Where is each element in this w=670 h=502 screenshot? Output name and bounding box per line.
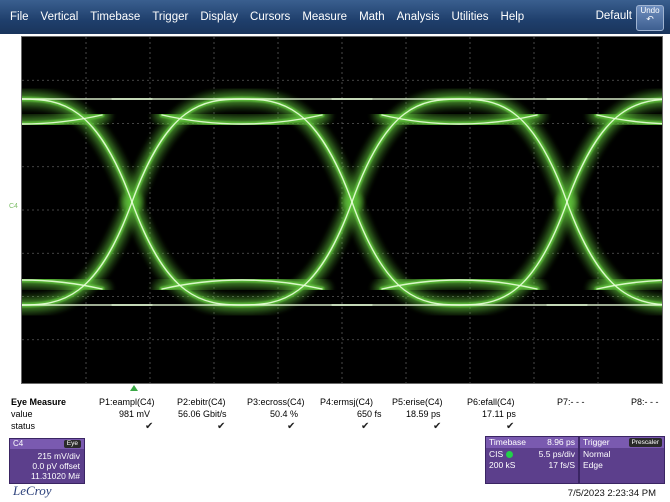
param-p1-value: 981 mV	[119, 409, 151, 419]
channel-count: 11.31020 M#	[31, 471, 80, 481]
param-p6-name[interactable]: P6:efall(C4)	[467, 397, 515, 407]
timebase-samples: 200 kS	[489, 460, 516, 470]
menu-cursors[interactable]: Cursors	[250, 11, 291, 23]
menu-file[interactable]: File	[10, 11, 29, 23]
status-p6-check-icon: ✔	[506, 421, 515, 432]
channel-header	[10, 439, 84, 449]
trigger-position-icon	[130, 385, 138, 391]
eye-trace-segment	[161, 114, 323, 125]
channel-name: C4	[13, 439, 24, 448]
timebase-descriptor-box[interactable]: Timebase 8.96 ps CIS 5.5 ps/div 200 kS 1…	[485, 436, 579, 484]
status-p1-check-icon: ✔	[145, 421, 154, 432]
trigger-title: Trigger	[583, 437, 610, 447]
param-p3-value: 50.4 %	[270, 409, 299, 419]
eye-trace-segment	[381, 114, 538, 125]
trigger-mode: Normal	[583, 449, 611, 459]
prescaler-badge: Prescaler	[628, 438, 662, 447]
default-setup-button[interactable]: Default	[595, 10, 632, 22]
timebase-rate: 17 fs/S	[548, 460, 575, 470]
measure-status-row: status ✔ ✔ ✔ ✔ ✔ ✔	[0, 421, 670, 433]
param-p1-name[interactable]: P1:eampl(C4)	[99, 397, 155, 407]
channel-offset: 0.0 pV offset	[32, 461, 80, 471]
status-p2-check-icon: ✔	[217, 421, 226, 432]
param-p2-value: 56.06 Gbit/s	[178, 409, 227, 419]
value-row-label: value	[11, 409, 33, 419]
menu-help[interactable]: Help	[500, 11, 525, 23]
timestamp: 7/5/2023 2:23:34 PM	[567, 488, 656, 499]
cis-status-dot-icon	[506, 451, 514, 459]
status-p4-check-icon: ✔	[361, 421, 370, 432]
trigger-descriptor-box[interactable]: Trigger Prescaler Normal Edge	[579, 436, 665, 484]
timebase-mode: CIS	[489, 449, 514, 459]
eye-trace-segment	[596, 114, 662, 125]
channel-scale: 215 mV/div	[37, 451, 80, 461]
menu-bar: File Vertical Timebase Trigger Display C…	[0, 0, 670, 34]
undo-label: Undo	[640, 6, 660, 15]
eye-trace-segment	[22, 114, 103, 125]
param-p4-value: 650 fs	[357, 409, 382, 419]
timebase-mode-label: CIS	[489, 449, 504, 459]
waveform-display[interactable]	[21, 36, 663, 384]
status-p3-check-icon: ✔	[287, 421, 296, 432]
channel-marker: C4	[9, 203, 18, 210]
measurement-table: Eye Measure P1:eampl(C4) P2:ebitr(C4) P3…	[0, 397, 670, 437]
undo-button[interactable]: Undo ↶	[636, 5, 664, 31]
menu-utilities[interactable]: Utilities	[451, 11, 489, 23]
eye-trace-segment	[161, 279, 323, 290]
param-p7-name[interactable]: P7:- - -	[557, 397, 585, 407]
eye-trace-segment	[381, 279, 538, 290]
eye-diagram	[22, 37, 662, 383]
channel-descriptor-box[interactable]: C4 Eye 215 mV/div 0.0 pV offset 11.31020…	[9, 438, 85, 484]
trigger-type: Edge	[583, 460, 603, 470]
menu-math[interactable]: Math	[359, 11, 385, 23]
menu-display[interactable]: Display	[200, 11, 239, 23]
timebase-header	[486, 437, 578, 448]
eye-trace-segment	[566, 98, 662, 203]
menu-trigger[interactable]: Trigger	[152, 11, 189, 23]
param-p5-name[interactable]: P5:erise(C4)	[392, 397, 443, 407]
status-p5-check-icon: ✔	[433, 421, 442, 432]
menu-timebase[interactable]: Timebase	[90, 11, 141, 23]
menu-analysis[interactable]: Analysis	[396, 11, 440, 23]
eye-trace-segment	[596, 279, 662, 290]
param-p6-value: 17.11 ps	[482, 409, 516, 419]
param-p3-name[interactable]: P3:ecross(C4)	[247, 397, 305, 407]
menu-vertical[interactable]: Vertical	[40, 11, 79, 23]
measure-title: Eye Measure	[11, 397, 67, 407]
timebase-per-div: 5.5 ps/div	[538, 449, 575, 459]
status-row-label: status	[11, 421, 36, 431]
eye-badge: Eye	[63, 440, 81, 448]
measure-value-row: value 981 mV 56.06 Gbit/s 50.4 % 650 fs …	[0, 409, 670, 421]
eye-trace-segment	[22, 98, 133, 203]
eye-trace-segment	[566, 201, 662, 306]
undo-arrow-icon: ↶	[646, 14, 654, 24]
eye-trace-segment	[22, 279, 103, 290]
measure-header-row: Eye Measure P1:eampl(C4) P2:ebitr(C4) P3…	[0, 397, 670, 409]
eye-trace	[22, 87, 662, 317]
param-p4-name[interactable]: P4:ermsj(C4)	[320, 397, 374, 407]
trigger-header	[580, 437, 664, 448]
param-p5-value: 18.59 ps	[406, 409, 441, 419]
timebase-title: Timebase	[489, 437, 527, 447]
lecroy-logo: LeCroy	[13, 483, 52, 498]
menu-measure[interactable]: Measure	[302, 11, 348, 23]
param-p2-name[interactable]: P2:ebitr(C4)	[177, 397, 226, 407]
eye-trace-segment	[22, 201, 133, 306]
param-p8-name[interactable]: P8:- - -	[631, 397, 659, 407]
timebase-delay: 8.96 ps	[547, 437, 575, 447]
